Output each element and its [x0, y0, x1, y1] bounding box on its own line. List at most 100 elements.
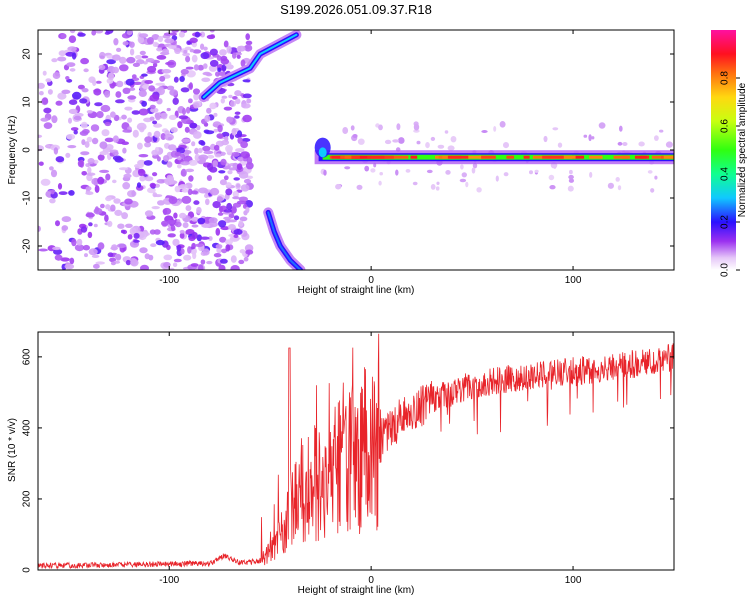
noise-blob	[153, 123, 163, 128]
noise-blob	[66, 62, 76, 67]
noise-blob	[223, 106, 233, 111]
noise-blob	[99, 55, 105, 59]
noise-blob	[80, 151, 90, 156]
noise-blob	[87, 158, 95, 164]
noise-blob	[245, 33, 250, 41]
noise-blob	[107, 252, 114, 258]
speckle-blob	[425, 142, 430, 149]
noise-blob	[188, 175, 194, 182]
noise-blob	[180, 68, 189, 75]
speckle-blob	[647, 170, 653, 174]
speckle-blob	[598, 122, 606, 129]
noise-blob	[204, 193, 209, 198]
noise-blob	[110, 261, 116, 266]
speckle-blob	[481, 130, 488, 133]
noise-blob	[76, 238, 83, 246]
noise-blob	[153, 130, 161, 138]
noise-blob	[130, 258, 139, 267]
noise-blob	[88, 248, 98, 256]
noise-blob	[137, 142, 143, 150]
speckle-blob	[588, 134, 592, 142]
noise-blob	[166, 219, 176, 225]
speckle-blob	[567, 185, 574, 192]
noise-blob	[131, 110, 140, 115]
noise-blob	[159, 75, 166, 82]
noise-blob	[47, 245, 56, 252]
noise-blob	[149, 104, 156, 109]
noise-blob	[240, 151, 250, 159]
noise-blob	[197, 217, 206, 225]
noise-blob	[192, 131, 202, 139]
noise-blob	[200, 52, 210, 60]
noise-blob	[215, 244, 223, 249]
noise-blob	[104, 137, 114, 143]
noise-blob	[152, 62, 158, 68]
speckle-blob	[503, 142, 509, 149]
noise-blob	[228, 167, 237, 171]
noise-blob	[160, 133, 166, 140]
noise-blob	[140, 55, 149, 59]
noise-blob	[52, 72, 61, 79]
noise-blob	[58, 191, 68, 196]
noise-blob	[236, 200, 247, 205]
noise-blob	[99, 151, 109, 156]
noise-blob	[69, 68, 76, 72]
noise-blob	[189, 122, 198, 129]
speckle-blob	[548, 174, 555, 181]
noise-blob	[79, 130, 89, 136]
noise-blob	[212, 201, 221, 209]
bottom-x-tick-label: -100	[159, 575, 179, 586]
speckle-blob	[437, 144, 445, 149]
speckle-blob	[350, 125, 355, 131]
noise-blob	[178, 184, 188, 190]
noise-blob	[100, 104, 111, 113]
speckle-blob	[617, 185, 622, 191]
noise-blob	[164, 38, 175, 44]
noise-blob	[105, 204, 111, 210]
noise-blob	[43, 122, 53, 129]
speckle-blob	[384, 139, 392, 145]
speckle-blob	[430, 136, 436, 141]
noise-blob	[221, 248, 228, 254]
noise-blob	[129, 41, 135, 48]
noise-blob	[105, 196, 112, 202]
tone-peak	[554, 155, 576, 159]
speckle-blob	[591, 136, 595, 140]
bottom-x-axis-label: Height of straight line (km)	[298, 585, 415, 596]
noise-blob	[159, 113, 168, 117]
speckle-blob	[356, 184, 363, 190]
noise-blob	[181, 138, 191, 143]
noise-blob	[233, 177, 240, 181]
noise-blob	[177, 163, 182, 169]
noise-blob	[188, 98, 193, 104]
noise-blob	[193, 64, 199, 71]
noise-blob	[133, 232, 140, 239]
speckle-blob	[430, 184, 436, 190]
noise-blob	[234, 115, 240, 119]
noise-blob	[230, 265, 240, 270]
noise-blob	[191, 54, 198, 63]
noise-blob	[85, 163, 91, 168]
noise-blob	[50, 189, 55, 195]
noise-blob	[242, 93, 252, 99]
noise-blob	[185, 106, 191, 114]
noise-blob	[234, 133, 241, 138]
noise-blob	[41, 97, 49, 105]
noise-blob	[240, 59, 246, 68]
noise-blob	[73, 115, 82, 121]
noise-blob	[228, 94, 233, 99]
noise-blob	[71, 238, 77, 247]
noise-blob	[55, 156, 65, 163]
noise-blob	[206, 175, 212, 181]
speckle-blob	[445, 170, 451, 175]
tone-peak	[344, 155, 352, 159]
noise-blob	[60, 33, 67, 39]
noise-blob	[225, 188, 233, 196]
noise-blob	[85, 191, 94, 196]
noise-blob	[119, 56, 127, 64]
noise-blob	[112, 54, 121, 61]
noise-blob	[121, 212, 128, 220]
noise-blob	[71, 52, 77, 60]
noise-blob	[67, 145, 77, 149]
noise-blob	[77, 84, 85, 90]
